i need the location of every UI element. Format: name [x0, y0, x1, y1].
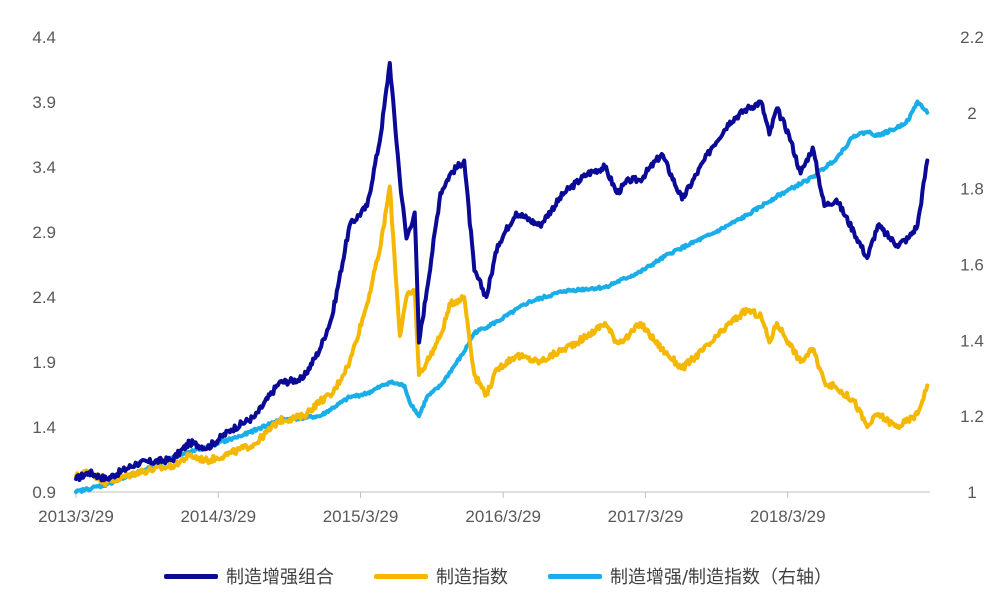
axes-layer: 2013/3/29 2014/3/29 2015/3/29 2016/3/29 2017…: [32, 28, 983, 526]
legend-item-2: 制造增强/制造指数（右轴）: [547, 563, 833, 589]
y-right-tick-label-5: 2: [967, 104, 976, 123]
y-right-tick-label-6: 2.2: [960, 28, 984, 47]
y-left-tick-label-3: 2.4: [32, 288, 56, 307]
y-left-tick-label-1: 1.4: [32, 418, 56, 437]
legend: 制造增强组合 制造指数 制造增强/制造指数（右轴）: [0, 560, 996, 592]
x-tick-label-3: 2016/3/29: [465, 507, 541, 526]
legend-swatch-0: [163, 573, 218, 579]
series-line-2: [74, 99, 930, 494]
series-layer: [74, 61, 930, 494]
x-tick-label-2: 2015/3/29: [323, 507, 399, 526]
x-tick-label-1: 2014/3/29: [180, 507, 256, 526]
legend-label-1: 制造指数: [435, 567, 508, 588]
y-left-tick-label-0: 0.9: [32, 483, 56, 502]
x-tick-label-4: 2017/3/29: [608, 507, 684, 526]
y-right-tick-label-4: 1.8: [960, 180, 984, 199]
legend-item-1: 制造指数: [373, 563, 508, 589]
y-right-tick-label-1: 1.2: [960, 407, 984, 426]
series-line-0: [74, 61, 930, 483]
legend-item-0: 制造增强组合: [163, 563, 334, 589]
y-right-tick-label-0: 1: [967, 483, 976, 502]
y-left-tick-label-7: 4.4: [32, 28, 56, 47]
legend-swatch-2: [547, 573, 602, 579]
legend-label-2: 制造增强/制造指数（右轴）: [609, 567, 833, 588]
y-left-tick-label-6: 3.9: [32, 93, 56, 112]
x-tick-label-5: 2018/3/29: [750, 507, 826, 526]
y-left-tick-label-5: 3.4: [32, 158, 56, 177]
legend-label-0: 制造增强组合: [225, 567, 334, 588]
y-left-tick-label-4: 2.9: [32, 223, 56, 242]
y-right-tick-label-3: 1.6: [960, 256, 984, 275]
series-line-1: [74, 184, 930, 487]
y-left-tick-label-2: 1.9: [32, 353, 56, 372]
x-tick-label-0: 2013/3/29: [38, 507, 114, 526]
y-right-tick-label-2: 1.4: [960, 331, 984, 350]
legend-swatch-1: [373, 573, 428, 579]
